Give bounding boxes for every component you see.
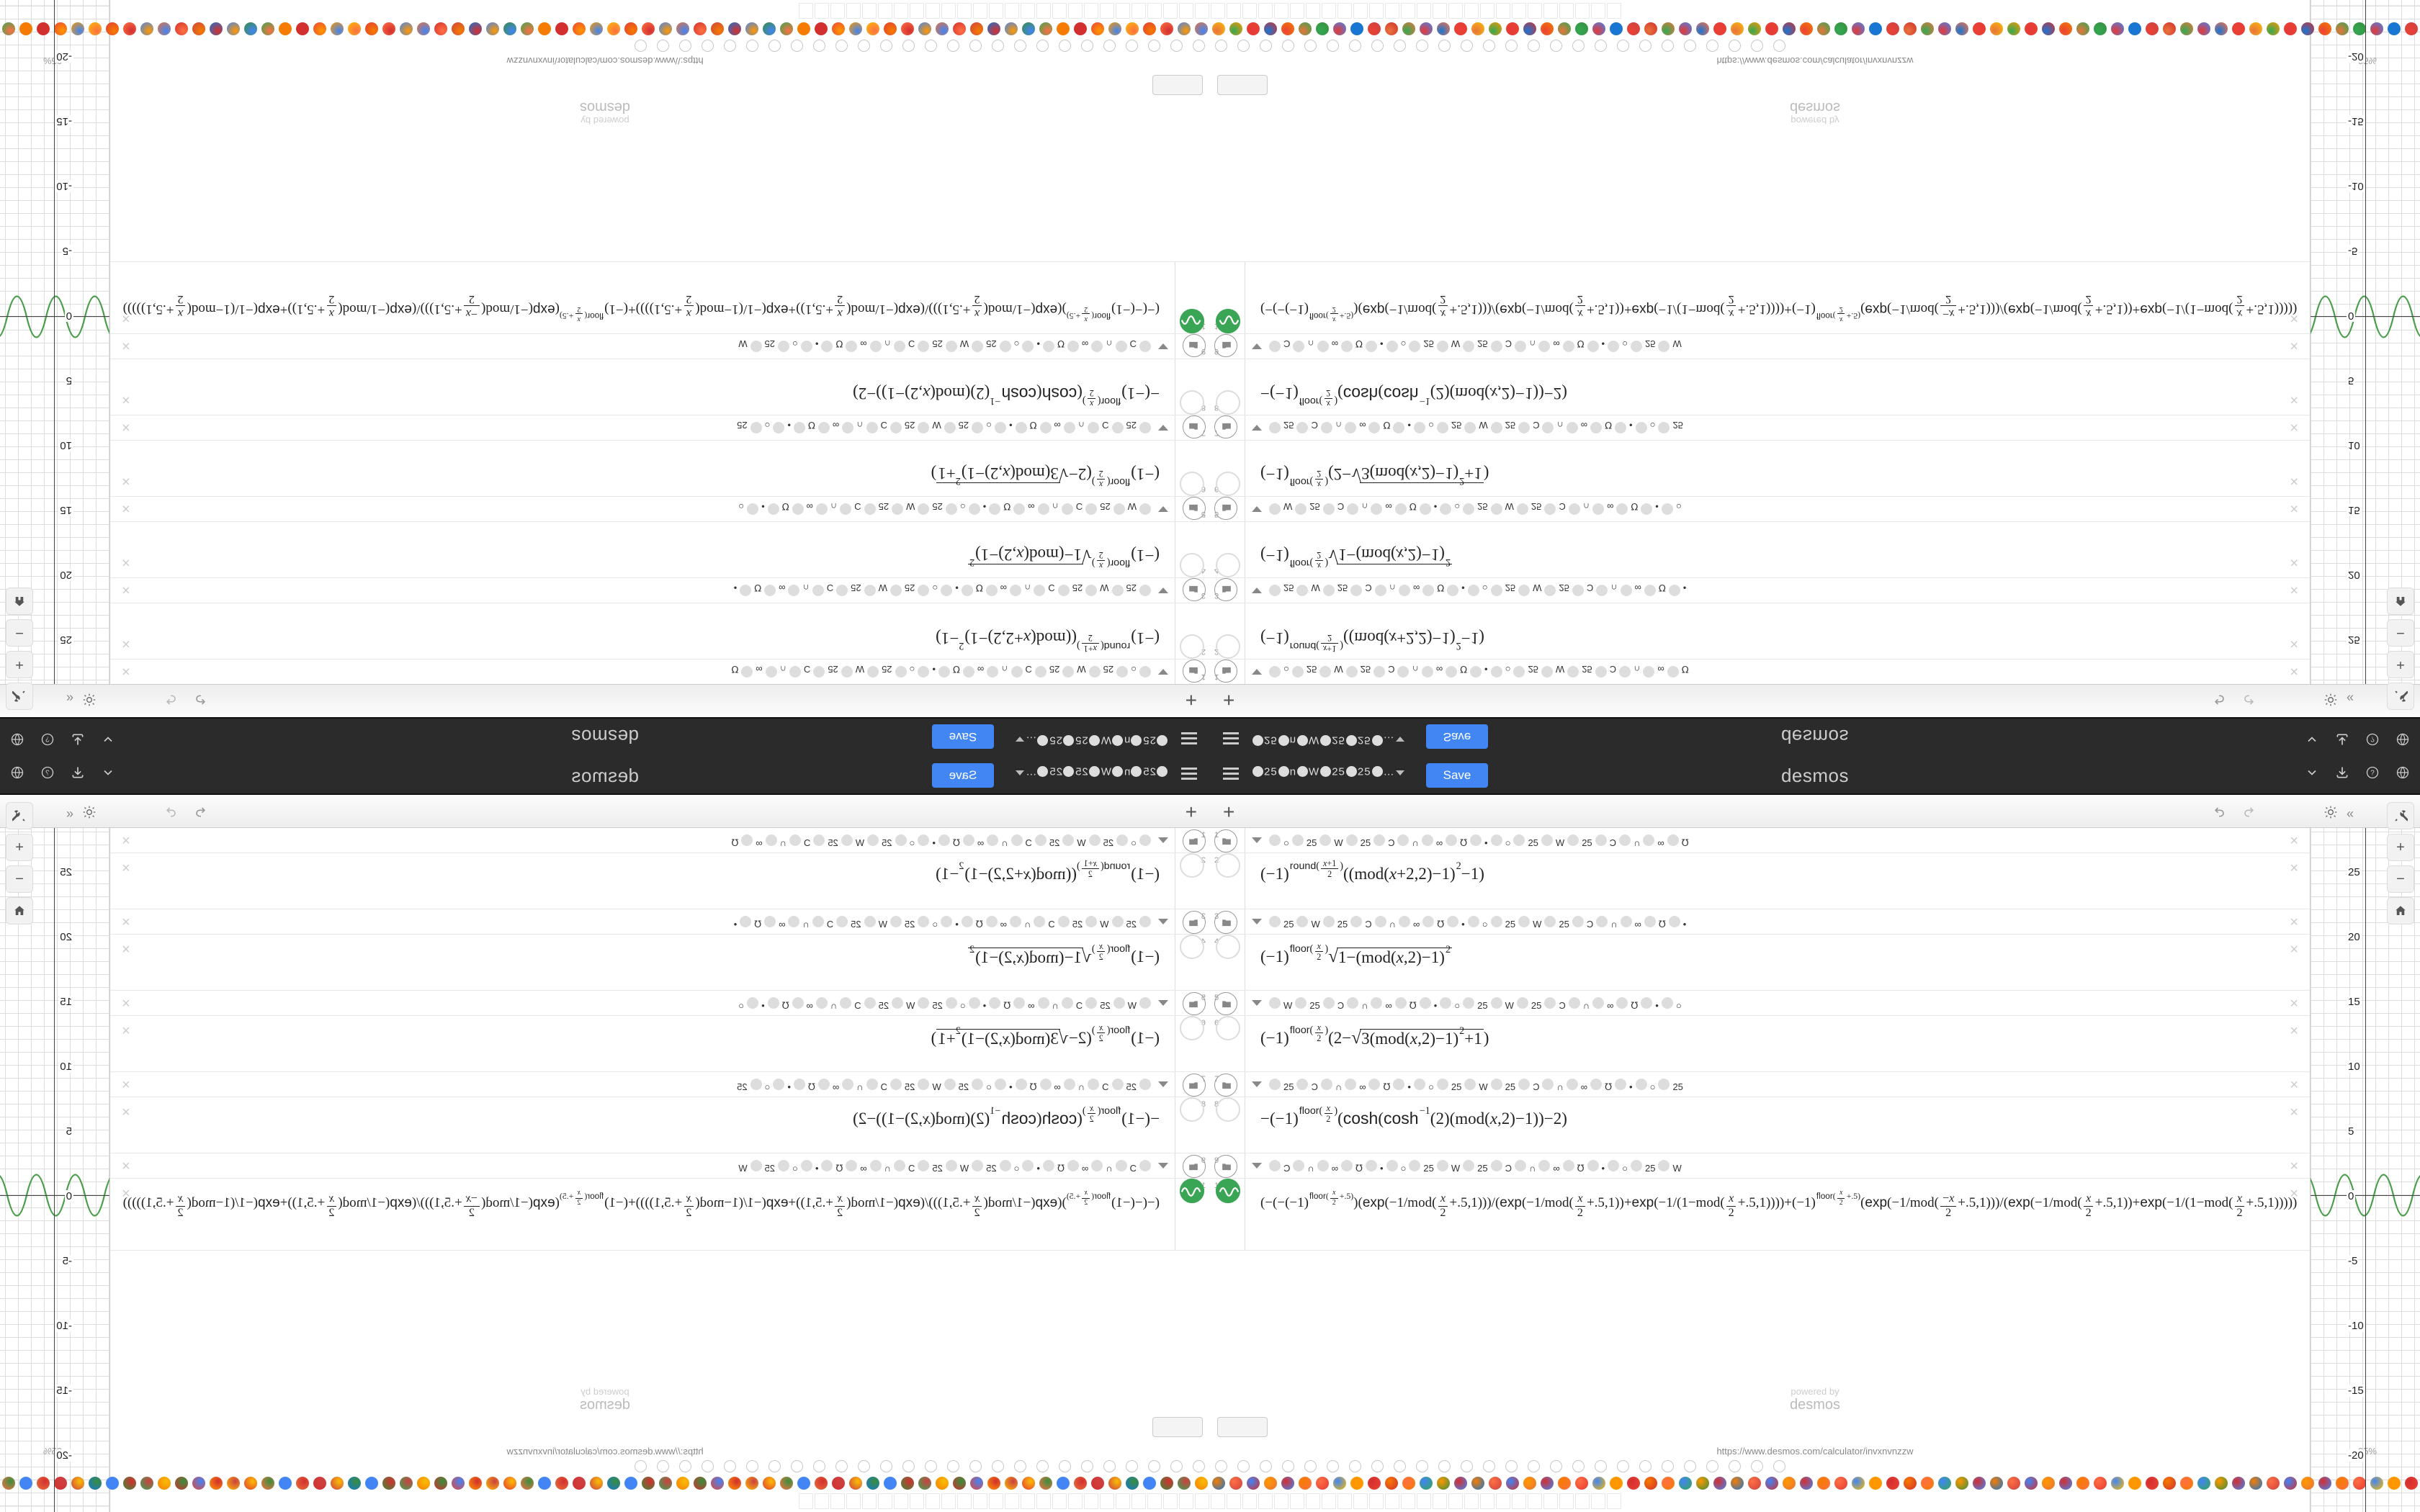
svg-text:?: ?: [2370, 735, 2375, 743]
svg-text:?: ?: [2370, 769, 2375, 777]
svg-text:?: ?: [45, 769, 50, 777]
svg-text:?: ?: [45, 735, 50, 743]
